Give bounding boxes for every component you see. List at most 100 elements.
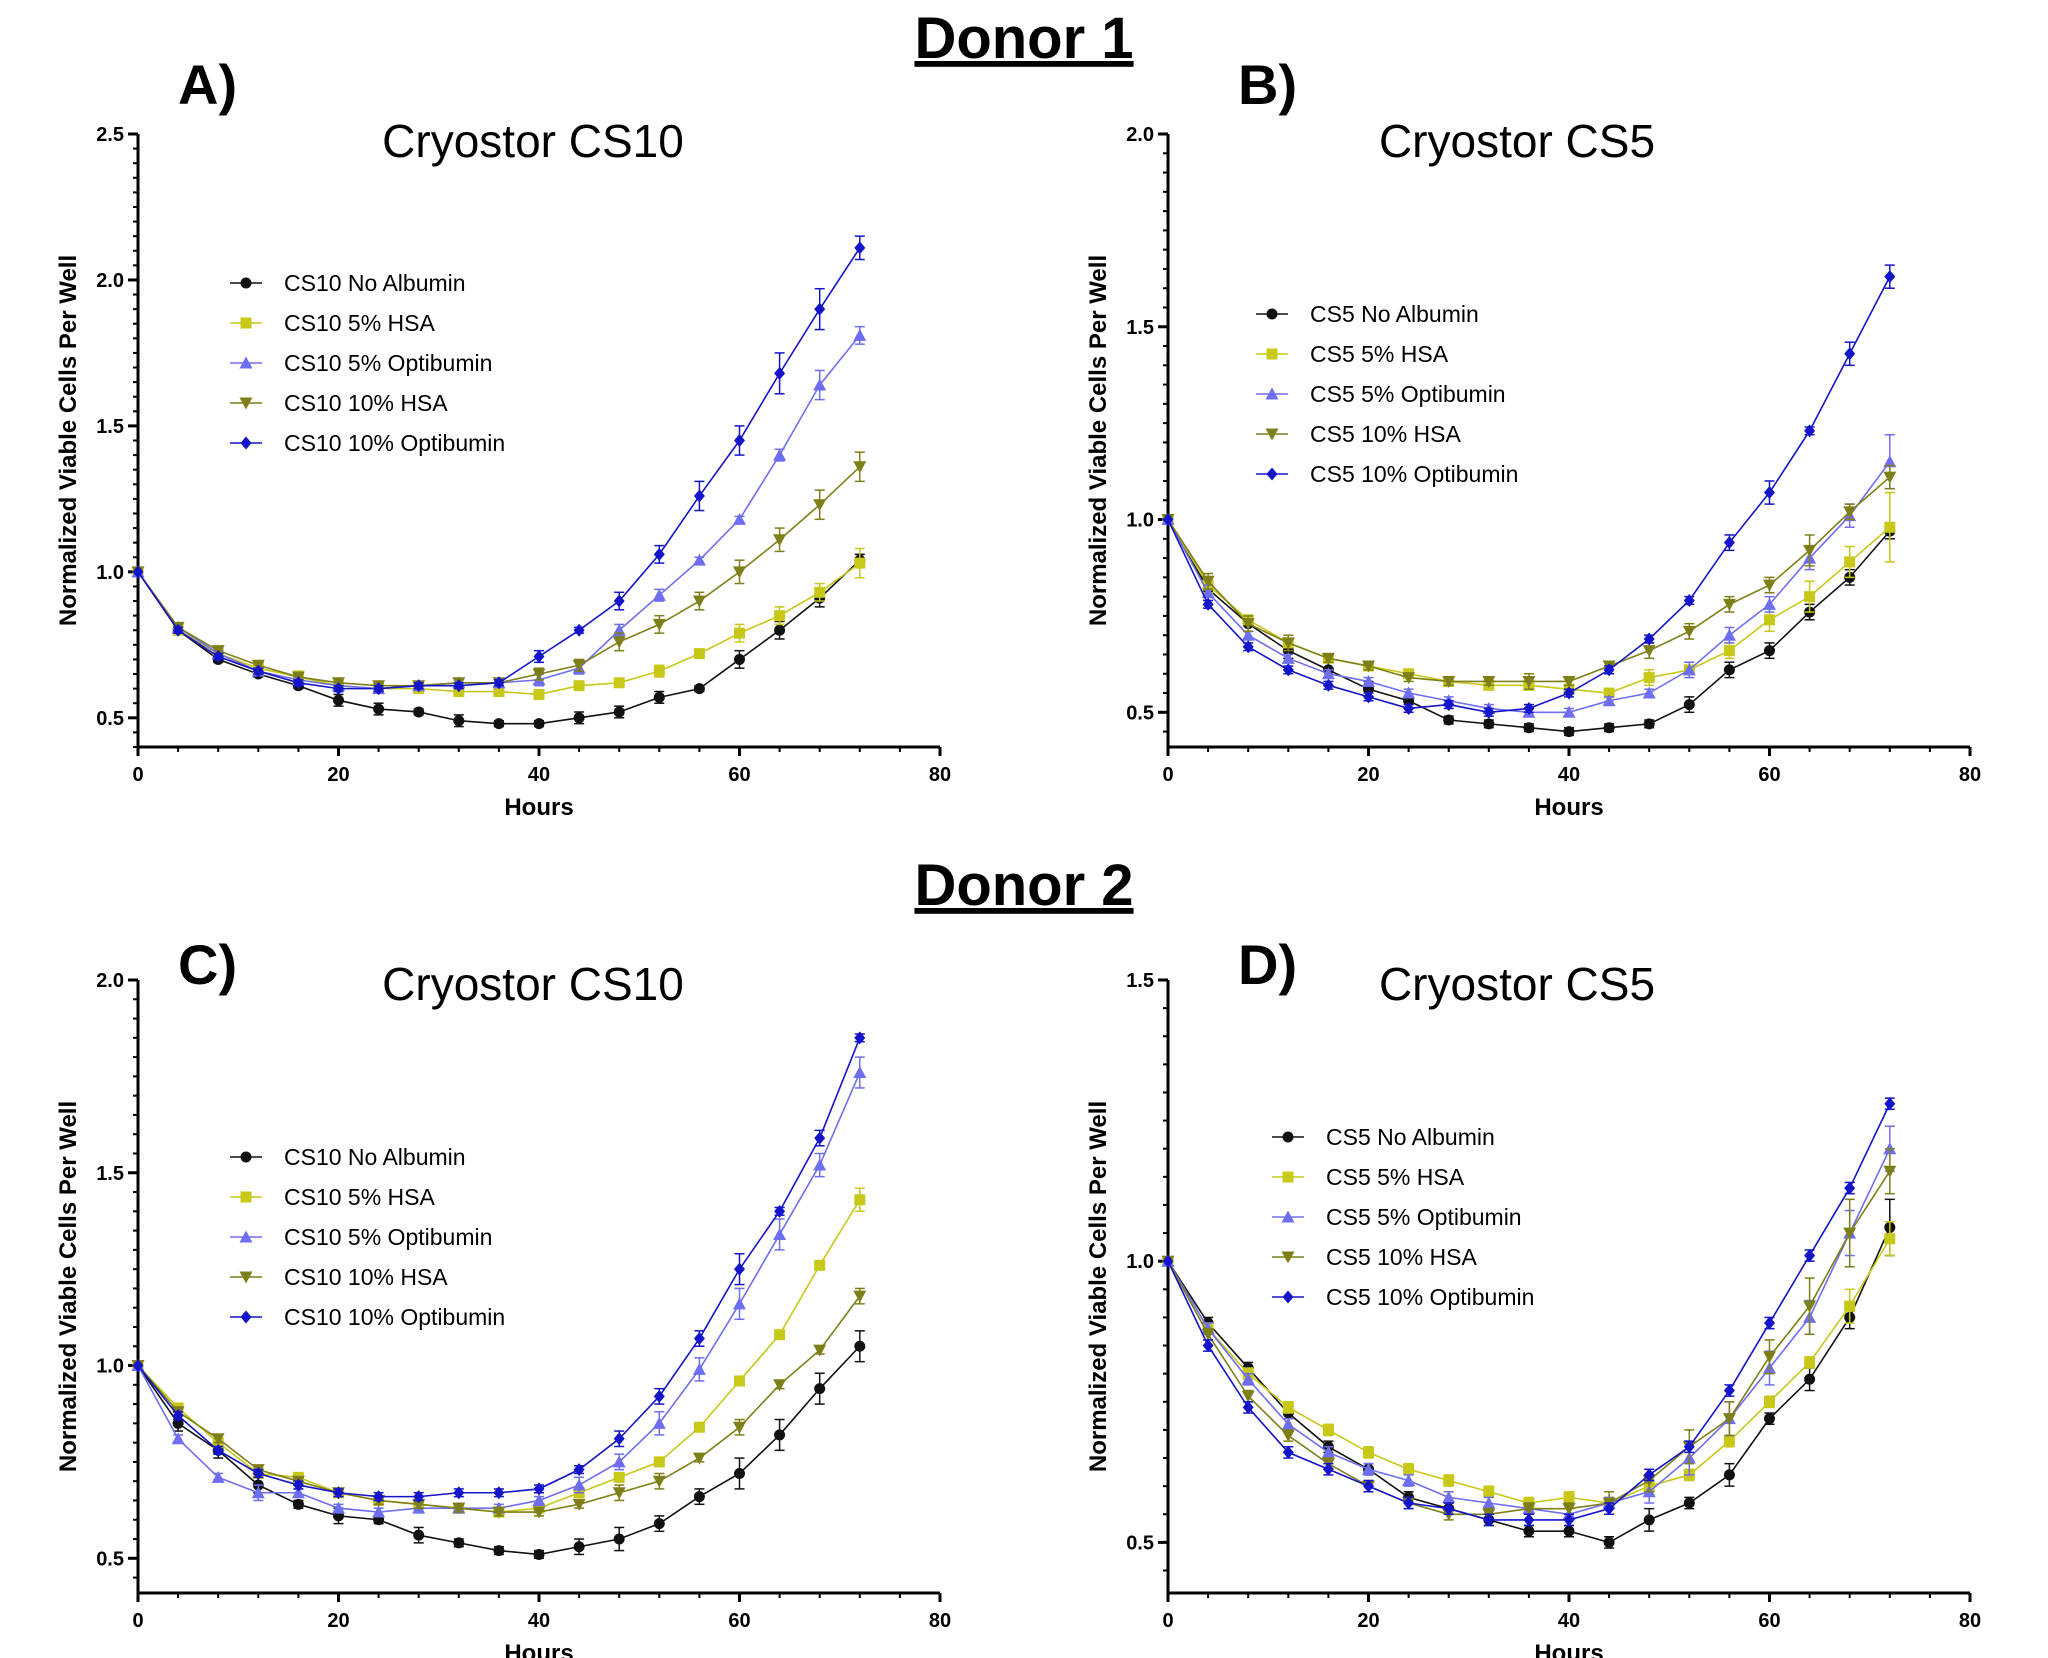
data-point xyxy=(1241,1390,1255,1403)
y-tick-label: 1.5 xyxy=(96,416,124,438)
data-point xyxy=(853,461,867,474)
data-point xyxy=(1844,1300,1856,1312)
data-point xyxy=(1321,1445,1335,1458)
series xyxy=(131,325,867,695)
legend-label: CS10 10% HSA xyxy=(284,1264,448,1290)
data-point xyxy=(1241,628,1255,641)
data-point xyxy=(1683,699,1695,711)
legend-marker xyxy=(239,397,253,410)
x-tick-label: 60 xyxy=(728,764,750,786)
data-point xyxy=(572,1498,586,1511)
data-point xyxy=(533,1482,545,1496)
x-tick-label: 20 xyxy=(1357,1610,1379,1632)
data-point xyxy=(774,610,786,622)
legend-label: CS5 No Albumin xyxy=(1310,301,1479,327)
x-tick-label: 40 xyxy=(528,764,550,786)
data-point xyxy=(1162,1254,1174,1268)
data-point xyxy=(693,648,705,660)
data-point xyxy=(172,623,184,637)
data-point xyxy=(1764,645,1775,657)
data-point xyxy=(1362,1462,1375,1475)
data-point xyxy=(1523,1525,1535,1537)
data-point xyxy=(1563,726,1575,738)
series-line xyxy=(137,334,861,690)
data-point xyxy=(1603,722,1615,734)
data-point xyxy=(1723,1469,1735,1481)
data-point xyxy=(493,718,505,730)
data-point xyxy=(613,1533,625,1545)
legend-marker xyxy=(239,1230,253,1243)
data-point xyxy=(333,1486,344,1500)
data-point xyxy=(853,1290,867,1303)
data-point xyxy=(533,718,545,730)
data-point xyxy=(1682,663,1696,676)
data-point xyxy=(1442,1490,1456,1503)
y-tick-label: 2.5 xyxy=(96,124,124,146)
data-point xyxy=(853,328,867,341)
data-point xyxy=(774,1329,786,1341)
data-point xyxy=(612,1455,626,1468)
data-point xyxy=(1322,1462,1334,1476)
x-tick-label: 80 xyxy=(929,1610,951,1632)
data-point xyxy=(734,1467,745,1479)
series xyxy=(1161,1125,1897,1521)
data-point xyxy=(1362,660,1375,673)
series-line xyxy=(137,1199,861,1513)
series-line xyxy=(137,559,861,725)
data-point xyxy=(251,1486,265,1499)
data-point xyxy=(252,1466,264,1480)
panel-title: Cryostor CS10 xyxy=(382,958,684,1010)
legend-label: CS5 10% HSA xyxy=(1310,421,1462,447)
legend-label: CS5 5% HSA xyxy=(1310,341,1449,367)
data-point xyxy=(413,706,425,718)
data-point xyxy=(814,302,826,316)
data-point xyxy=(573,1463,585,1477)
data-point xyxy=(1322,678,1334,692)
data-point xyxy=(572,659,586,672)
data-point xyxy=(613,1432,625,1446)
data-point xyxy=(573,623,585,637)
data-point xyxy=(613,594,625,608)
data-point xyxy=(1722,1413,1736,1426)
data-point xyxy=(1764,614,1775,626)
series xyxy=(131,1056,867,1518)
data-point xyxy=(573,712,585,724)
data-point xyxy=(652,618,666,631)
data-point xyxy=(1804,591,1816,603)
data-point xyxy=(1642,686,1656,699)
data-point xyxy=(172,1409,184,1423)
legend-label: CS10 5% Optibumin xyxy=(284,1224,492,1250)
x-tick-label: 40 xyxy=(1558,1610,1580,1632)
data-point xyxy=(1522,675,1536,688)
x-tick-label: 80 xyxy=(929,764,951,786)
series-line xyxy=(1167,276,1891,714)
data-point xyxy=(1844,347,1856,361)
data-point xyxy=(1241,618,1255,631)
data-point xyxy=(453,1486,465,1500)
y-tick-label: 1.0 xyxy=(96,562,124,584)
data-point xyxy=(1363,1446,1374,1458)
series-line xyxy=(1167,1238,1891,1504)
data-point xyxy=(1723,645,1735,657)
chart-panel: C) Cryostor CS10 0 20 40 60 80 0.5 1.0 1.5 2.0 Hour… xyxy=(55,933,951,1658)
donor-1-title: Donor 1 xyxy=(914,6,1133,71)
data-point xyxy=(653,547,665,561)
legend-marker xyxy=(239,356,253,369)
x-tick-label: 80 xyxy=(1959,1610,1981,1632)
x-tick-label: 0 xyxy=(1162,764,1173,786)
data-point xyxy=(333,682,344,696)
x-tick-label: 60 xyxy=(728,1610,750,1632)
data-point xyxy=(572,1478,586,1491)
series xyxy=(132,1330,866,1560)
series xyxy=(132,553,866,730)
data-point xyxy=(1643,1514,1655,1526)
data-point xyxy=(734,1375,745,1387)
data-point xyxy=(773,1227,787,1240)
panel-letter: D) xyxy=(1238,933,1297,996)
data-point xyxy=(1884,521,1896,533)
data-point xyxy=(653,1389,665,1403)
legend-label: CS10 5% HSA xyxy=(284,1184,436,1210)
data-point xyxy=(1322,1424,1334,1436)
data-point xyxy=(1682,625,1696,638)
